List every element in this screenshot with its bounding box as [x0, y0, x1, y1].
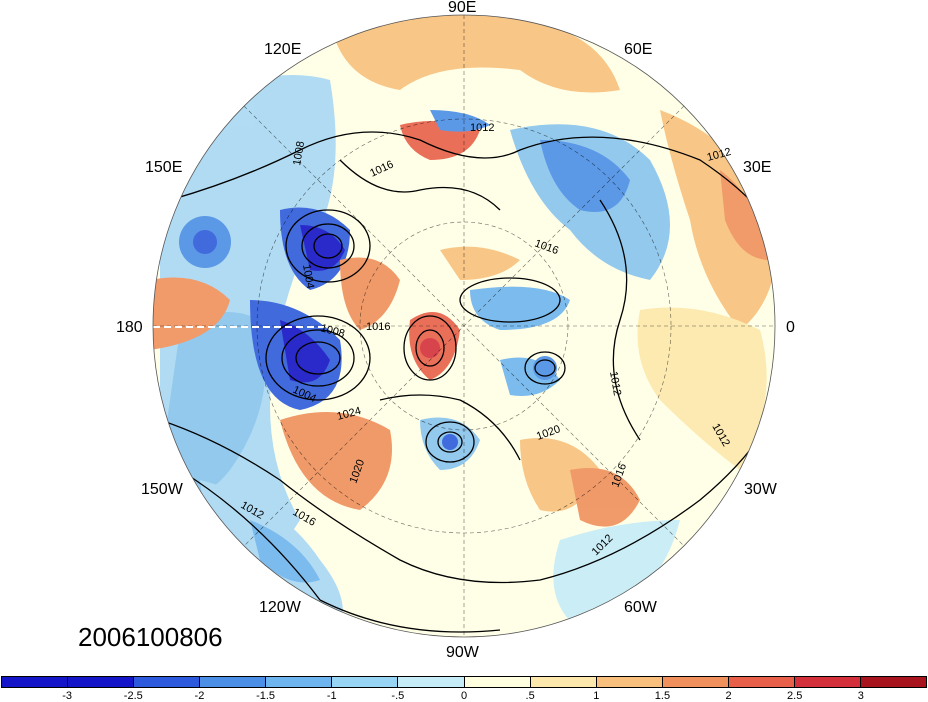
colorbar-segment: [662, 677, 729, 687]
longitude-label-120e: 120E: [264, 41, 302, 58]
colorbar-tick-label: 1.5: [654, 690, 671, 702]
colorbar-segment: [794, 677, 862, 687]
colorbar-tick-label: .5: [525, 690, 535, 702]
colorbar-tick-label: -.5: [391, 690, 405, 702]
colorbar-segment: [332, 677, 399, 687]
colorbar-tick-label: 3: [857, 690, 864, 702]
colorbar-tick-label: 0: [460, 690, 468, 702]
contour-label: 1004: [300, 263, 316, 289]
longitude-label-120w: 120W: [259, 599, 301, 616]
colorbar-tick-label: 2.5: [787, 690, 803, 702]
longitude-label-60w: 60W: [624, 599, 657, 616]
colorbar-segment: [200, 677, 267, 687]
longitude-label-90w: 90W: [446, 644, 479, 661]
colorbar-tick-label: -3: [62, 690, 73, 702]
colorbar-segment: [861, 677, 927, 687]
longitude-label-180: 180: [116, 319, 143, 336]
contour-label: 1012: [470, 122, 494, 134]
colorbar-segment: [398, 677, 465, 687]
colorbar-segment: [728, 677, 795, 687]
colorbar-tick-label: 2: [725, 690, 732, 702]
colorbar-segment: [464, 677, 531, 687]
longitude-label-30e: 30E: [743, 159, 772, 176]
colorbar-segment: [596, 677, 663, 687]
colorbar-tick-label: -1.5: [256, 690, 276, 702]
longitude-label-30w: 30W: [744, 481, 777, 498]
isobar-contours: [159, 131, 775, 633]
anomaly-colorbar: [1, 676, 927, 688]
colorbar-tick-label: -2: [194, 690, 205, 702]
colorbar-segment: [530, 677, 597, 687]
longitude-label-0: 0: [786, 319, 795, 336]
map-disk: [153, 15, 775, 637]
colorbar-segment: [68, 677, 135, 687]
longitude-label-150e: 150E: [145, 159, 183, 176]
colorbar-tick-label: 1: [593, 690, 600, 702]
map-boundary: [152, 14, 776, 638]
anomaly-shading: [153, 15, 775, 637]
colorbar-tick-label: -2.5: [123, 690, 143, 702]
contour-label: 1016: [366, 321, 390, 333]
colorbar-segment: [2, 677, 69, 687]
colorbar-tick-label: -1: [326, 690, 337, 702]
longitude-label-60e: 60E: [624, 41, 653, 58]
colorbar-segment: [134, 677, 201, 687]
longitude-label-150w: 150W: [141, 481, 183, 498]
date-time-label: 2006100806: [78, 622, 223, 652]
contour-label: 1012: [607, 370, 623, 396]
contour-label: 1008: [291, 140, 307, 166]
colorbar-segment: [266, 677, 333, 687]
map-grid: [153, 15, 775, 637]
longitude-label-90e: 90E: [448, 0, 477, 16]
